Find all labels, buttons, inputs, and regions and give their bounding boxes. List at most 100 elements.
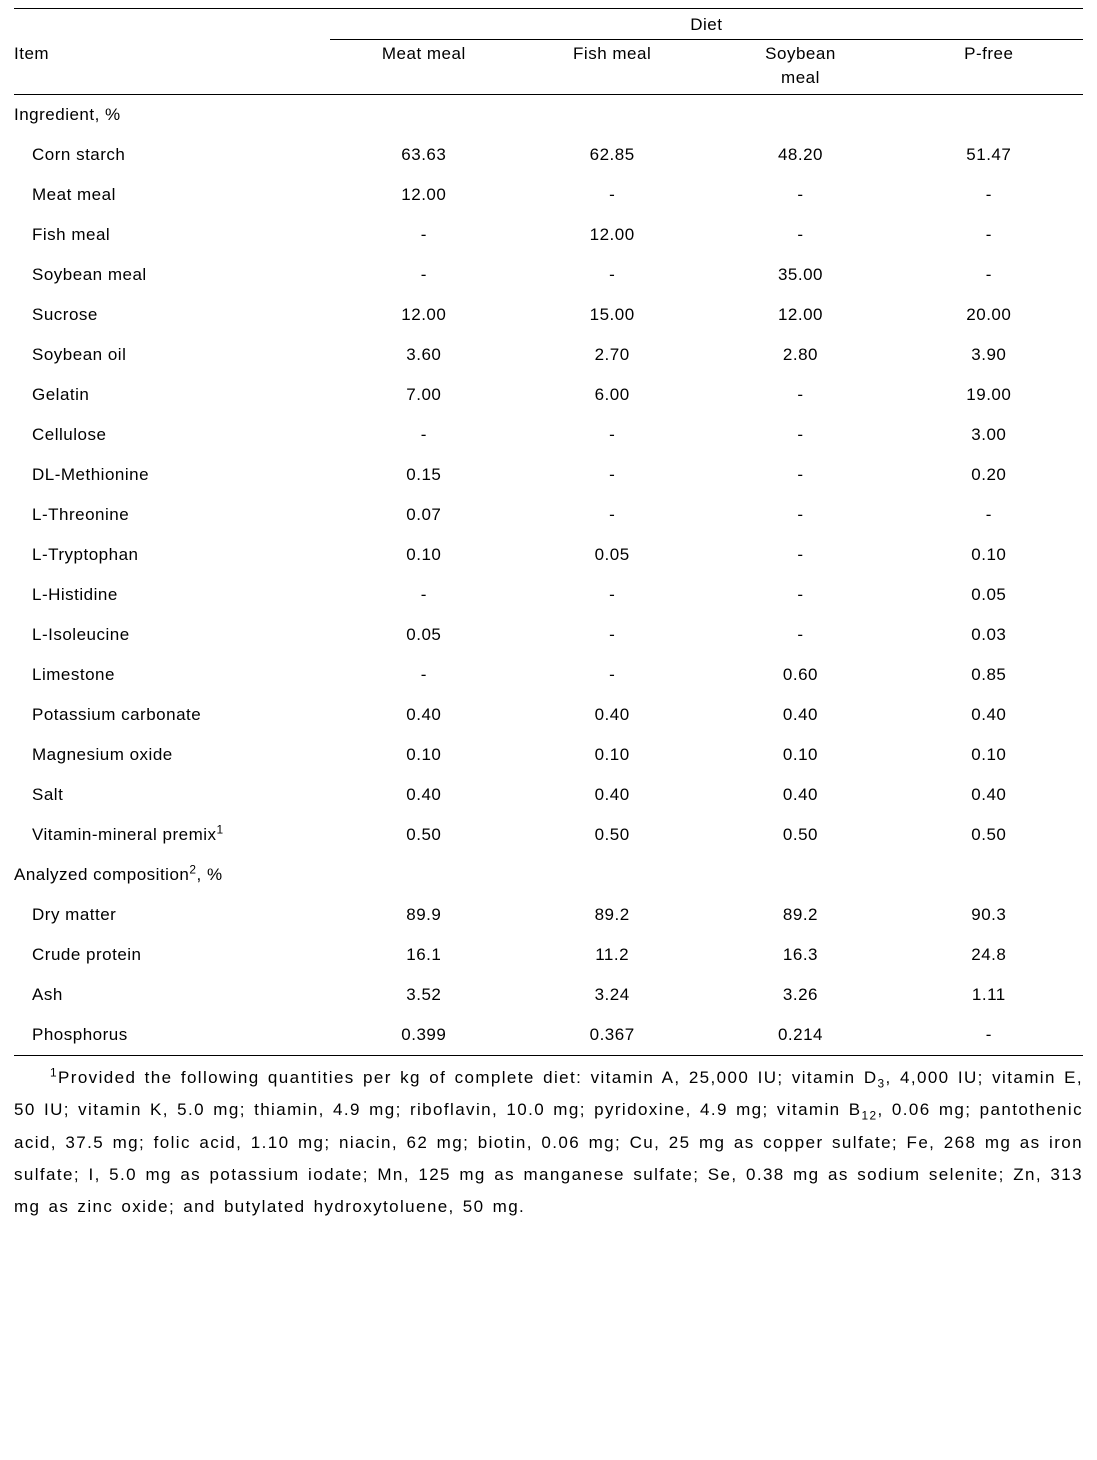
cell-value: 12.00	[518, 215, 706, 255]
cell-value: -	[706, 495, 894, 535]
table-row: Limestone--0.600.85	[14, 655, 1083, 695]
cell-value: 35.00	[706, 255, 894, 295]
cell-value: -	[706, 215, 894, 255]
cell-value: -	[518, 255, 706, 295]
table-row: Meat meal12.00---	[14, 175, 1083, 215]
cell-value: 0.10	[330, 535, 518, 575]
cell-value: 0.40	[706, 775, 894, 815]
table-row: L-Tryptophan0.100.05-0.10	[14, 535, 1083, 575]
row-label: DL-Methionine	[14, 455, 330, 495]
cell-value: 12.00	[330, 295, 518, 335]
cell-value: -	[330, 415, 518, 455]
col-header-2: Fish meal	[573, 44, 651, 63]
cell-value: 0.05	[518, 535, 706, 575]
cell-value: 2.80	[706, 335, 894, 375]
cell-value: 16.1	[330, 935, 518, 975]
table-row: DL-Methionine0.15--0.20	[14, 455, 1083, 495]
cell-value: 0.05	[330, 615, 518, 655]
table-row: Fish meal-12.00--	[14, 215, 1083, 255]
table-row: Crude protein16.111.216.324.8	[14, 935, 1083, 975]
cell-value: 0.40	[895, 775, 1083, 815]
row-label: L-Tryptophan	[14, 535, 330, 575]
cell-value: 0.40	[518, 695, 706, 735]
cell-value: -	[706, 535, 894, 575]
cell-value: 3.90	[895, 335, 1083, 375]
table-row: Soybean oil3.602.702.803.90	[14, 335, 1083, 375]
cell-value: 0.60	[706, 655, 894, 695]
row-label: Ash	[14, 975, 330, 1015]
table-row: L-Isoleucine0.05--0.03	[14, 615, 1083, 655]
cell-value: -	[706, 375, 894, 415]
cell-value: 0.50	[706, 815, 894, 855]
section-heading: Ingredient, %	[14, 95, 1083, 136]
cell-value: 0.07	[330, 495, 518, 535]
cell-value: 89.2	[518, 895, 706, 935]
footnote-1: 1Provided the following quantities per k…	[14, 1062, 1083, 1223]
cell-value: 63.63	[330, 135, 518, 175]
table-row: Corn starch63.6362.8548.2051.47	[14, 135, 1083, 175]
col-header-3-line1: Soybean	[765, 44, 836, 63]
cell-value: 0.50	[330, 815, 518, 855]
cell-value: 15.00	[518, 295, 706, 335]
col-header-4: P-free	[964, 44, 1013, 63]
table-row: Phosphorus0.3990.3670.214-	[14, 1015, 1083, 1056]
cell-value: -	[518, 575, 706, 615]
cell-value: 0.40	[330, 695, 518, 735]
cell-value: 0.399	[330, 1015, 518, 1056]
cell-value: -	[330, 215, 518, 255]
cell-value: -	[330, 575, 518, 615]
cell-value: -	[895, 255, 1083, 295]
row-label: Gelatin	[14, 375, 330, 415]
table-row: Cellulose---3.00	[14, 415, 1083, 455]
cell-value: 0.50	[895, 815, 1083, 855]
row-label: Corn starch	[14, 135, 330, 175]
table-row: Ash3.523.243.261.11	[14, 975, 1083, 1015]
row-label: Limestone	[14, 655, 330, 695]
cell-value: 6.00	[518, 375, 706, 415]
cell-value: 3.24	[518, 975, 706, 1015]
cell-value: -	[518, 615, 706, 655]
row-label: Dry matter	[14, 895, 330, 935]
table-row: Magnesium oxide0.100.100.100.10	[14, 735, 1083, 775]
row-label: Fish meal	[14, 215, 330, 255]
row-label: L-Threonine	[14, 495, 330, 535]
cell-value: 0.10	[706, 735, 894, 775]
cell-value: -	[895, 215, 1083, 255]
table-row: Salt0.400.400.400.40	[14, 775, 1083, 815]
cell-value: 0.03	[895, 615, 1083, 655]
cell-value: 89.9	[330, 895, 518, 935]
cell-value: 0.40	[706, 695, 894, 735]
table-row: Gelatin7.006.00-19.00	[14, 375, 1083, 415]
row-label: Sucrose	[14, 295, 330, 335]
table-row: Dry matter89.989.289.290.3	[14, 895, 1083, 935]
cell-value: 3.00	[895, 415, 1083, 455]
cell-value: -	[895, 495, 1083, 535]
row-label: Cellulose	[14, 415, 330, 455]
cell-value: -	[706, 175, 894, 215]
cell-value: 0.05	[895, 575, 1083, 615]
cell-value: 1.11	[895, 975, 1083, 1015]
cell-value: -	[706, 415, 894, 455]
cell-value: 0.10	[895, 535, 1083, 575]
cell-value: 0.214	[706, 1015, 894, 1056]
cell-value: 12.00	[706, 295, 894, 335]
cell-value: 19.00	[895, 375, 1083, 415]
cell-value: -	[706, 455, 894, 495]
cell-value: -	[518, 495, 706, 535]
cell-value: -	[895, 1015, 1083, 1056]
section-heading: Analyzed composition2, %	[14, 855, 1083, 895]
diet-composition-table: Diet Item Meat meal Fish meal Soybean P-…	[14, 8, 1083, 1056]
row-label: Phosphorus	[14, 1015, 330, 1056]
cell-value: 0.10	[895, 735, 1083, 775]
row-label: Crude protein	[14, 935, 330, 975]
cell-value: 0.367	[518, 1015, 706, 1056]
cell-value: -	[518, 415, 706, 455]
cell-value: 3.60	[330, 335, 518, 375]
cell-value: 7.00	[330, 375, 518, 415]
table-row: Sucrose12.0015.0012.0020.00	[14, 295, 1083, 335]
table-row: L-Histidine---0.05	[14, 575, 1083, 615]
cell-value: 62.85	[518, 135, 706, 175]
item-column-header: Item	[14, 44, 49, 63]
cell-value: 0.85	[895, 655, 1083, 695]
cell-value: 16.3	[706, 935, 894, 975]
